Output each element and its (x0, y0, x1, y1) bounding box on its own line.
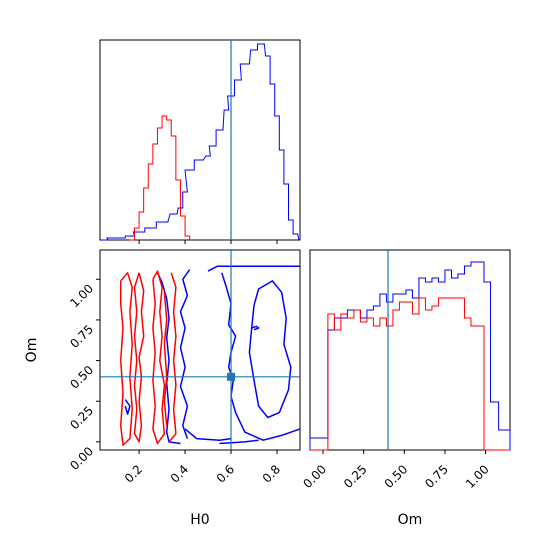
om-marginal-tick-label: 0.00 (300, 462, 329, 491)
contour-lines (119, 265, 300, 446)
om-marginal-panel: 0.00 0.25 0.50 0.75 1.00 (300, 249, 511, 491)
h0-marginal-frame (99, 39, 301, 241)
om-marginal-tick-label: 0.50 (382, 462, 411, 491)
h0-histogram-red (129, 115, 191, 241)
x-axis-label-h0: H0 (190, 512, 209, 528)
om-marginal-tick-label: 0.25 (341, 462, 370, 491)
om-marginal-tick-label: 1.00 (463, 462, 492, 491)
om-tick-label: 0.50 (67, 363, 96, 392)
contour-red-4 (163, 292, 168, 426)
om-tick-label: 0.25 (67, 403, 96, 432)
contour-red-0 (119, 272, 133, 446)
om-marginal-frame (309, 249, 511, 451)
contour-blue-6 (219, 439, 259, 445)
om-marginal-tick-label: 0.75 (422, 462, 451, 491)
h0-tick-label: 0.8 (260, 462, 283, 485)
om-histogram-red (310, 297, 510, 451)
h0-histogram-blue (101, 43, 300, 241)
contour-blue-7 (124, 399, 131, 415)
om-histogram-blue (309, 261, 511, 450)
h0-tick-label: 0.2 (122, 462, 145, 485)
contour-blue-4 (179, 269, 191, 439)
contour-blue-2 (248, 280, 292, 419)
h0-tick-label: 0.4 (168, 462, 191, 485)
h0-tick-label: 0.6 (214, 462, 237, 485)
om-tick-label: 1.00 (67, 281, 96, 310)
contour-blue-8 (251, 325, 260, 331)
contour-blue-5 (184, 428, 232, 441)
om-tick-label: 0.00 (67, 444, 96, 473)
x-axis-label-om: Om (398, 512, 423, 528)
contour-red-1 (133, 272, 145, 443)
contour-blue-0 (207, 265, 300, 272)
h0-om-contour-panel: 0.2 0.4 0.6 0.8 0.00 0.25 0.50 0.75 1.00 (67, 249, 301, 486)
om-tick-label: 0.75 (67, 322, 96, 351)
contour-red-2 (152, 270, 166, 445)
y-axis-label-om: Om (24, 338, 40, 363)
h0-om-contour-frame (99, 249, 301, 451)
h0-marginal-panel (99, 39, 301, 244)
contour-red-3 (168, 272, 177, 443)
truth-marker (227, 372, 236, 381)
